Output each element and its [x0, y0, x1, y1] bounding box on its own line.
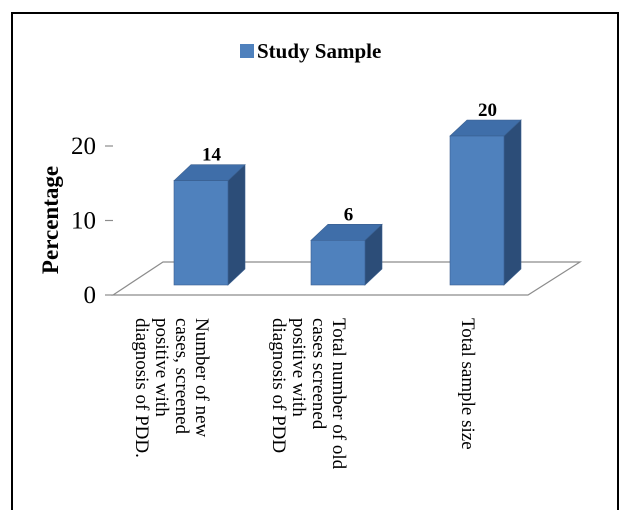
- legend-label: Study Sample: [257, 39, 381, 63]
- category-label-line: cases, screened: [171, 318, 192, 435]
- data-label: 20: [478, 100, 497, 121]
- bar-side: [503, 119, 522, 286]
- bar: [449, 119, 522, 286]
- bar-front: [449, 135, 505, 286]
- category-label-line: Total sample size: [457, 318, 478, 450]
- bar: [310, 223, 383, 286]
- y-tick-label: 20: [71, 133, 96, 160]
- category-label: Total sample size: [457, 318, 478, 450]
- category-label-line: positive with: [151, 318, 172, 417]
- category-label-line: diagnosis of PDD.: [131, 318, 152, 458]
- y-tick-label: 0: [84, 282, 97, 309]
- category-label-line: Total number of old: [328, 318, 349, 470]
- y-axis: 0 10 20: [71, 133, 113, 309]
- chart-frame: [11, 12, 619, 510]
- category-label-line: positive with: [288, 318, 309, 417]
- bar-front: [310, 240, 366, 286]
- category-label-line: diagnosis of PDD: [268, 318, 289, 453]
- y-axis-label: Percentage: [38, 166, 63, 274]
- floor-plane: [111, 261, 583, 296]
- category-label-line: Number of new: [191, 318, 212, 438]
- bars: [173, 119, 522, 286]
- chart-floor: [111, 261, 583, 296]
- data-labels: 14 6 20: [202, 100, 497, 225]
- data-label: 6: [344, 204, 354, 225]
- bar-side: [227, 164, 246, 286]
- y-tick-label: 10: [71, 208, 96, 235]
- category-label-line: cases screened: [308, 318, 329, 430]
- legend-swatch: [240, 44, 254, 58]
- data-label: 14: [202, 145, 222, 166]
- legend: Study Sample: [240, 39, 381, 63]
- bar-front: [173, 180, 229, 286]
- bar: [173, 164, 246, 286]
